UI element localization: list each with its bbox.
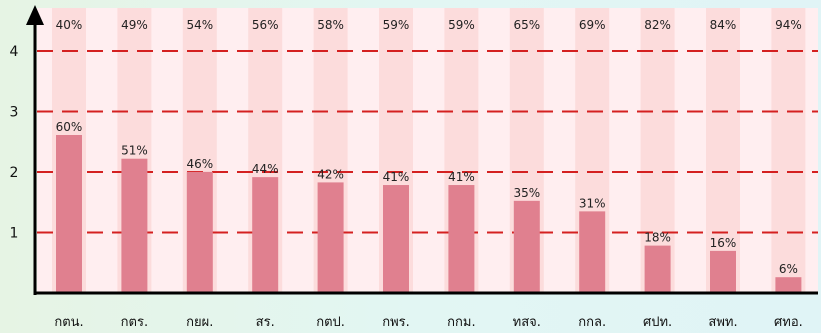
category-label-1: กตน. [54,315,83,330]
y-axis-arrow [26,5,44,25]
top-label-12: 94% [775,18,802,32]
y-tick-label-4: 4 [10,44,19,60]
value-label-4: 44% [252,162,279,176]
plot-background [37,8,818,293]
top-label-2: 49% [121,18,148,32]
bar-8 [513,200,540,293]
category-label-4: สร. [256,315,275,330]
category-label-2: กตร. [121,315,148,330]
value-label-7: 41% [448,170,475,184]
bar-1 [56,135,82,293]
bar-6 [383,185,409,293]
bar-3 [186,171,213,293]
top-label-3: 54% [186,18,213,32]
bar-9 [579,211,606,293]
bar-10 [644,245,671,293]
bar-11 [710,250,736,293]
value-label-12: 6% [779,262,798,276]
bar-4 [252,177,279,293]
top-label-9: 69% [579,18,606,32]
top-label-5: 58% [317,18,344,32]
value-label-1: 60% [56,120,83,134]
top-label-7: 59% [448,18,475,32]
top-label-10: 82% [644,18,671,32]
top-label-4: 56% [252,18,279,32]
bar-7 [448,185,475,293]
y-tick-label-2: 2 [10,165,19,181]
value-label-5: 42% [317,167,344,181]
value-label-8: 35% [513,186,540,200]
top-label-1: 40% [56,18,83,32]
category-label-3: กยผ. [186,315,213,330]
y-tick-label-3: 3 [10,105,19,121]
category-label-10: ศปท. [643,315,672,330]
value-label-6: 41% [383,170,410,184]
value-label-10: 18% [644,231,671,245]
background-band-12 [771,8,806,293]
value-label-2: 51% [121,144,148,158]
top-label-8: 65% [513,18,540,32]
bar-5 [317,182,344,293]
background-band-11 [706,8,740,293]
y-tick-label-1: 1 [10,226,19,242]
bar-12 [775,277,802,293]
category-label-8: ทสจ. [513,315,541,330]
value-label-3: 46% [186,157,213,171]
bar-2 [121,158,148,293]
value-label-9: 31% [579,196,606,210]
category-label-9: กกล. [578,315,606,330]
category-label-7: กกม. [447,315,475,330]
category-label-6: กพร. [382,315,410,330]
top-label-11: 84% [710,18,737,32]
category-label-5: กตป. [316,315,345,330]
top-label-6: 59% [383,18,410,32]
category-label-11: สพท. [708,315,737,330]
category-label-12: ศทอ. [774,315,803,330]
background-band-10 [640,8,675,293]
value-label-11: 16% [710,236,737,250]
